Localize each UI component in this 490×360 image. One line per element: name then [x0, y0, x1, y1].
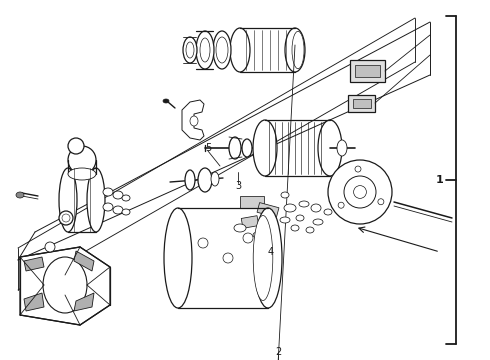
Ellipse shape [216, 37, 228, 63]
Ellipse shape [87, 168, 105, 232]
Ellipse shape [68, 168, 96, 180]
Ellipse shape [68, 138, 84, 154]
Ellipse shape [266, 226, 278, 234]
Polygon shape [74, 293, 94, 311]
Text: 4: 4 [268, 247, 274, 257]
Ellipse shape [254, 208, 282, 308]
Ellipse shape [280, 217, 290, 223]
Ellipse shape [229, 137, 241, 159]
Polygon shape [20, 247, 110, 325]
Polygon shape [257, 203, 279, 217]
Ellipse shape [234, 224, 246, 232]
Ellipse shape [296, 215, 304, 221]
Ellipse shape [285, 28, 305, 72]
Polygon shape [240, 196, 264, 208]
Ellipse shape [186, 42, 194, 58]
Polygon shape [182, 100, 204, 140]
Ellipse shape [183, 37, 197, 63]
Ellipse shape [253, 216, 273, 301]
Ellipse shape [311, 204, 321, 212]
Ellipse shape [43, 257, 87, 313]
Ellipse shape [59, 211, 73, 225]
Ellipse shape [306, 227, 314, 233]
Polygon shape [24, 293, 44, 311]
Polygon shape [350, 60, 385, 82]
Ellipse shape [291, 225, 299, 231]
Ellipse shape [16, 192, 24, 198]
Ellipse shape [103, 203, 113, 211]
Text: 2: 2 [275, 347, 281, 357]
Ellipse shape [62, 214, 70, 222]
Ellipse shape [45, 242, 55, 252]
Polygon shape [24, 257, 44, 271]
Polygon shape [353, 99, 371, 108]
Ellipse shape [164, 208, 192, 308]
Ellipse shape [59, 168, 77, 232]
Ellipse shape [378, 199, 384, 205]
Polygon shape [74, 251, 94, 271]
Ellipse shape [122, 209, 130, 215]
Ellipse shape [313, 219, 323, 225]
Ellipse shape [113, 206, 123, 214]
Ellipse shape [230, 28, 250, 72]
Ellipse shape [68, 146, 96, 174]
Polygon shape [241, 216, 259, 228]
Ellipse shape [328, 160, 392, 224]
Text: 1: 1 [436, 175, 444, 185]
Ellipse shape [299, 201, 309, 207]
Ellipse shape [242, 139, 252, 157]
Ellipse shape [163, 99, 169, 103]
Ellipse shape [190, 116, 198, 126]
Ellipse shape [338, 202, 344, 208]
Ellipse shape [198, 238, 208, 248]
Ellipse shape [354, 186, 367, 198]
Ellipse shape [223, 253, 233, 263]
Ellipse shape [213, 31, 231, 69]
Ellipse shape [185, 170, 195, 190]
Ellipse shape [243, 233, 253, 243]
Ellipse shape [200, 38, 210, 62]
Ellipse shape [284, 204, 296, 212]
Ellipse shape [324, 209, 332, 215]
Ellipse shape [355, 166, 361, 172]
Text: 5: 5 [205, 143, 211, 153]
Ellipse shape [344, 176, 376, 208]
Polygon shape [348, 95, 375, 112]
Ellipse shape [198, 168, 212, 192]
Ellipse shape [337, 140, 347, 156]
Ellipse shape [211, 172, 219, 186]
Ellipse shape [292, 31, 304, 69]
Ellipse shape [103, 188, 113, 196]
Ellipse shape [196, 31, 214, 69]
Text: 3: 3 [235, 181, 241, 191]
Ellipse shape [281, 192, 289, 198]
Polygon shape [355, 65, 380, 77]
Ellipse shape [253, 232, 263, 238]
Ellipse shape [318, 120, 342, 176]
Ellipse shape [253, 120, 277, 176]
Ellipse shape [122, 195, 130, 201]
Ellipse shape [113, 191, 123, 199]
